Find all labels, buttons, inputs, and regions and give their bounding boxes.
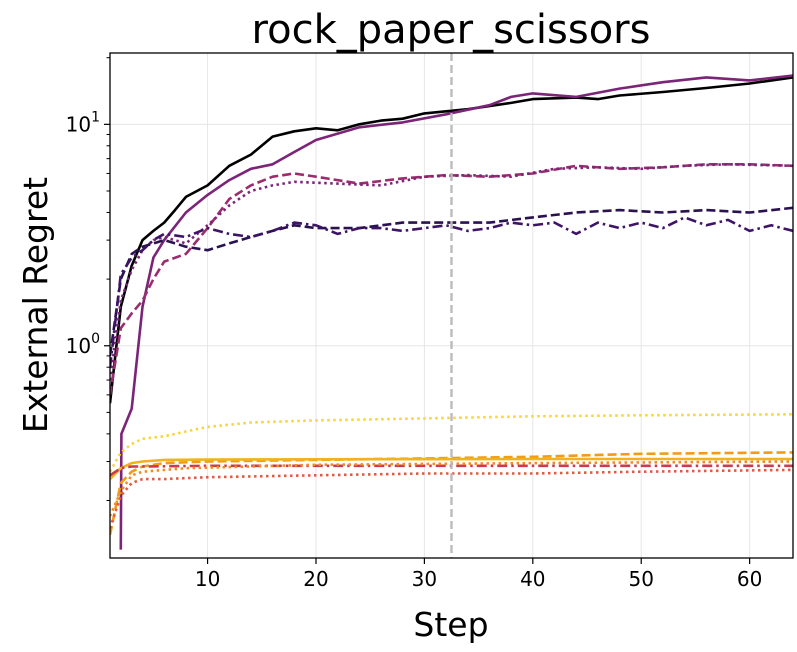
x-tick-label: 10	[195, 567, 220, 591]
plot-frame	[109, 52, 794, 559]
series-line-5	[110, 206, 793, 357]
y-tick-label: 100	[66, 331, 100, 358]
series-line-11	[110, 468, 793, 529]
series-line-3	[110, 163, 793, 396]
y-axis-label: External Regret	[16, 177, 55, 433]
series-group	[110, 74, 793, 550]
series-line-12	[110, 460, 793, 517]
series-line-2	[119, 74, 793, 550]
x-tick-label: 50	[628, 567, 653, 591]
series-line-1	[110, 76, 793, 404]
y-tick-base: 10	[66, 112, 91, 136]
series-line-8	[110, 451, 793, 536]
series-line-10	[110, 464, 793, 477]
x-tick-label: 60	[737, 567, 762, 591]
y-tick-label: 101	[66, 109, 100, 136]
y-tick-exponent: 0	[91, 331, 100, 347]
x-axis-label: Step	[413, 605, 488, 644]
x-axis-ticks: 10 20 30 40 50 60	[195, 558, 762, 591]
x-tick-label: 30	[412, 567, 437, 591]
y-tick-exponent: 1	[91, 109, 100, 125]
series-line-6	[110, 216, 793, 368]
x-tick-label: 40	[520, 567, 545, 591]
y-tick-base: 10	[66, 334, 91, 358]
series-line-9	[110, 457, 793, 481]
x-tick-label: 20	[303, 567, 328, 591]
chart-title: rock_paper_scissors	[252, 7, 651, 53]
series-line-7	[110, 413, 793, 473]
